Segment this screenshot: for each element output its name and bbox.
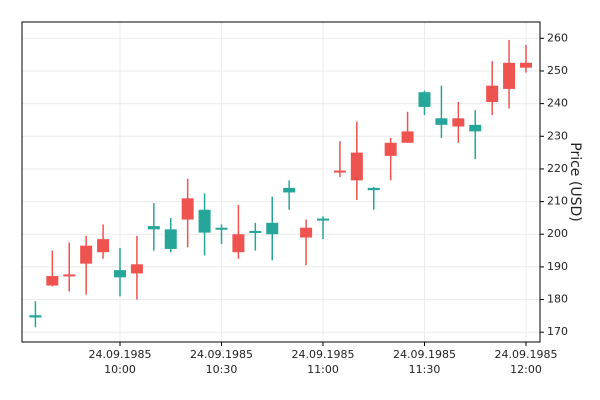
candle xyxy=(63,242,76,292)
candle xyxy=(80,235,93,295)
candle xyxy=(486,61,499,116)
grid-lines xyxy=(22,22,540,342)
candle-body xyxy=(520,62,532,68)
candle-body xyxy=(114,270,126,278)
x-tick-time-label: 11:30 xyxy=(409,363,441,376)
candle-body xyxy=(249,230,262,233)
candle-body xyxy=(384,142,397,156)
candle xyxy=(97,224,110,259)
candle-body xyxy=(46,276,59,286)
candle xyxy=(317,216,329,240)
candle-body xyxy=(164,229,177,249)
candle-body xyxy=(130,264,143,274)
candle-body xyxy=(350,152,363,181)
candle-body xyxy=(418,92,431,107)
x-tick-time-label: 12:00 xyxy=(510,363,542,376)
candle xyxy=(249,222,262,251)
x-tick-date-label: 24.09.1985 xyxy=(190,348,253,361)
candle xyxy=(130,235,143,300)
candle-body xyxy=(300,227,313,238)
candle xyxy=(147,203,160,251)
y-tick-label: 170 xyxy=(547,325,568,338)
y-tick-label: 210 xyxy=(547,195,568,208)
candle-body xyxy=(147,226,160,230)
x-tick-date-label: 24.09.1985 xyxy=(292,348,355,361)
candle xyxy=(215,224,228,245)
candle xyxy=(181,178,194,248)
y-tick-label: 180 xyxy=(547,293,568,306)
candle-body xyxy=(215,227,228,230)
candle-body xyxy=(97,239,110,253)
candle-body xyxy=(503,62,516,89)
candle-body xyxy=(486,85,499,102)
candle-body xyxy=(198,209,211,233)
candle xyxy=(469,110,482,160)
candle-body xyxy=(63,274,76,277)
candle-body xyxy=(435,118,448,125)
candle xyxy=(114,247,126,297)
candle xyxy=(520,44,532,73)
candles-layer xyxy=(29,39,532,328)
x-tick-date-label: 24.09.1985 xyxy=(393,348,456,361)
candle xyxy=(164,217,177,253)
candle xyxy=(350,121,363,200)
candle-body xyxy=(452,118,465,127)
x-tick-time-label: 11:00 xyxy=(307,363,339,376)
candle-body xyxy=(80,245,93,264)
candle xyxy=(29,301,42,328)
x-tick-date-label: 24.09.1985 xyxy=(495,348,558,361)
candle xyxy=(401,111,414,143)
y-tick-label: 190 xyxy=(547,260,568,273)
y-axis-title: Price (USD) xyxy=(567,142,583,221)
candle-body xyxy=(283,187,296,193)
y-tick-label: 250 xyxy=(547,64,568,77)
candle xyxy=(418,90,431,116)
y-tick-label: 220 xyxy=(547,162,568,175)
candle xyxy=(300,219,313,266)
y-tick-label: 200 xyxy=(547,227,568,240)
y-tick-label: 240 xyxy=(547,97,568,110)
x-tick-date-label: 24.09.1985 xyxy=(89,348,152,361)
candle-body xyxy=(317,218,329,221)
candle-body xyxy=(181,198,194,220)
y-tick-label: 230 xyxy=(547,129,568,142)
candle-body xyxy=(333,170,346,173)
candle-body xyxy=(266,222,279,235)
x-axis: 24.09.1985 10:00 24.09.1985 10:30 24.09.1985… xyxy=(89,342,558,376)
candle xyxy=(435,85,448,138)
y-axis: 170 180 190 200 210 220 230 240 250 260 xyxy=(540,31,568,338)
candle xyxy=(333,141,346,178)
y-tick-label: 260 xyxy=(547,31,568,44)
candle xyxy=(384,137,397,181)
candle xyxy=(283,180,296,210)
candle-body xyxy=(401,131,414,143)
candle xyxy=(266,196,279,261)
candle-body xyxy=(232,234,245,253)
plot-area xyxy=(21,21,541,343)
candle xyxy=(452,102,465,143)
candle-body xyxy=(469,124,482,132)
candle-body xyxy=(29,315,42,318)
candle xyxy=(367,186,380,210)
candle xyxy=(503,39,516,109)
candle xyxy=(232,204,245,259)
x-tick-time-label: 10:00 xyxy=(104,363,136,376)
candle-body xyxy=(367,187,380,191)
candle xyxy=(46,250,59,287)
candle xyxy=(198,193,211,256)
x-tick-time-label: 10:30 xyxy=(206,363,238,376)
